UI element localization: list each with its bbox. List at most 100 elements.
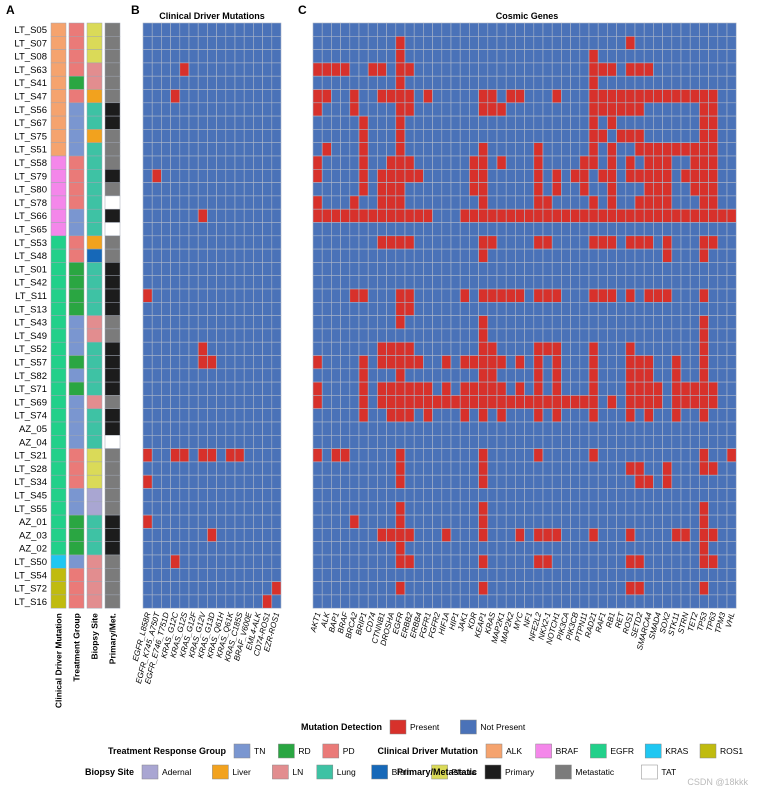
heatmap-cell: [634, 408, 645, 423]
heatmap-cell: [487, 62, 498, 77]
heatmap-cell: [588, 514, 599, 529]
heatmap-cell: [505, 581, 516, 596]
sample-label: LT_S65: [14, 224, 47, 235]
heatmap-cell: [561, 395, 571, 409]
heatmap-cell: [225, 581, 236, 596]
heatmap-cell: [413, 75, 424, 90]
heatmap-cell: [643, 541, 654, 556]
heatmap-cell: [662, 448, 673, 463]
heatmap-cell: [367, 408, 378, 423]
heatmap-cell: [188, 461, 199, 476]
annotation-cell: [86, 102, 103, 117]
sample-label: LT_S78: [14, 198, 47, 209]
heatmap-cell: [459, 554, 470, 569]
annotation-cell: [104, 355, 121, 370]
heatmap-cell: [653, 474, 663, 489]
heatmap-cell: [625, 301, 636, 316]
annotation-cell: [104, 208, 121, 223]
legend-title: Mutation Detection: [301, 722, 382, 732]
heatmap-cell: [717, 89, 728, 104]
heatmap-cell: [243, 248, 254, 263]
annotation-cell: [86, 36, 103, 50]
heatmap-cell: [161, 341, 171, 356]
heatmap-cell: [386, 182, 397, 197]
heatmap-cell: [680, 115, 691, 130]
annotation-cell: [50, 448, 67, 463]
heatmap-cell: [441, 75, 452, 90]
heatmap-cell: [616, 89, 627, 104]
heatmap-cell: [349, 275, 360, 290]
legend-swatch: [590, 743, 607, 759]
heatmap-cell: [689, 142, 700, 157]
heatmap-cell: [207, 408, 217, 423]
heatmap-cell: [271, 528, 282, 543]
heatmap-cell: [616, 169, 627, 183]
heatmap-cell: [151, 262, 162, 276]
heatmap-cell: [671, 528, 682, 543]
heatmap-cell: [561, 208, 571, 223]
heatmap-cell: [450, 89, 461, 104]
heatmap-cell: [331, 89, 341, 104]
heatmap-cell: [340, 275, 351, 290]
heatmap-cell: [188, 514, 199, 529]
heatmap-cell: [570, 488, 581, 503]
heatmap-cell: [478, 434, 489, 449]
heatmap-cell: [386, 288, 397, 303]
heatmap-cell: [469, 248, 479, 263]
annotation-cell: [68, 302, 85, 316]
heatmap-cell: [386, 408, 397, 423]
heatmap-cell: [170, 155, 181, 170]
heatmap-cell: [515, 129, 525, 143]
annotation-cell: [50, 488, 67, 503]
heatmap-cell: [505, 434, 516, 449]
heatmap-cell: [197, 554, 208, 569]
heatmap-cell: [377, 235, 387, 250]
heatmap-cell: [404, 35, 415, 50]
heatmap-cell: [551, 75, 562, 90]
heatmap-cell: [616, 541, 627, 556]
heatmap-cell: [243, 275, 254, 290]
heatmap-cell: [321, 62, 332, 77]
annotation-cell: [86, 315, 103, 330]
heatmap-cell: [542, 222, 553, 237]
heatmap-cell: [321, 581, 332, 596]
heatmap-cell: [579, 288, 590, 303]
heatmap-cell: [653, 395, 663, 409]
heatmap-cell: [340, 222, 351, 237]
legend-title: Biopsy Site: [85, 767, 134, 777]
heatmap-cell: [349, 381, 360, 396]
heatmap-cell: [312, 89, 323, 104]
heatmap-cell: [170, 275, 181, 290]
heatmap-cell: [551, 142, 562, 157]
heatmap-cell: [469, 89, 479, 104]
heatmap-cell: [161, 355, 171, 370]
heatmap-cell: [533, 129, 544, 143]
heatmap-cell: [597, 461, 608, 476]
heatmap-cell: [331, 341, 341, 356]
heatmap-cell: [367, 222, 378, 237]
heatmap-cell: [662, 421, 673, 436]
heatmap-cell: [413, 528, 424, 543]
heatmap-cell: [708, 49, 719, 64]
heatmap-cell: [197, 594, 208, 609]
gene-label: NF1: [522, 611, 535, 628]
heatmap-cell: [216, 182, 227, 197]
heatmap-cell: [505, 528, 516, 543]
heatmap-cell: [579, 448, 590, 463]
heatmap-cell: [653, 434, 663, 449]
heatmap-cell: [170, 554, 181, 569]
heatmap-cell: [170, 248, 181, 263]
heatmap-cell: [207, 474, 217, 489]
heatmap-cell: [262, 448, 273, 463]
annotation-cell: [50, 315, 67, 330]
heatmap-cell: [496, 235, 507, 250]
heatmap-cell: [515, 461, 525, 476]
heatmap-cell: [151, 75, 162, 90]
heatmap-cell: [588, 262, 599, 276]
heatmap-cell: [321, 381, 332, 396]
sample-label: LT_S41: [14, 78, 47, 89]
heatmap-cell: [225, 567, 236, 582]
heatmap-cell: [551, 288, 562, 303]
heatmap-cell: [459, 262, 470, 276]
heatmap-cell: [151, 195, 162, 210]
